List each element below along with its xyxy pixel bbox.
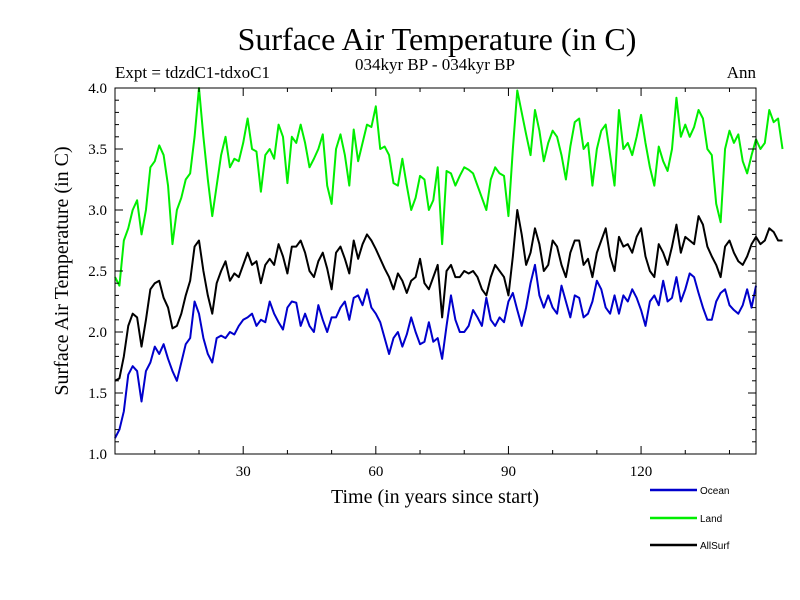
legend: Ocean Land AllSurf [650, 486, 730, 552]
x-tick-label: 120 [630, 464, 653, 480]
x-tick-label: 30 [236, 464, 251, 480]
x-axis-label: Time (in years since start) [331, 486, 539, 508]
series-line-ocean [114, 263, 757, 439]
plot-lines [114, 87, 784, 439]
y-tick-label: 2.5 [88, 264, 107, 280]
legend-label-land: Land [700, 514, 722, 525]
y-tick-label: 3.5 [88, 142, 107, 158]
y-tick-label: 1.0 [88, 447, 107, 463]
legend-label-ocean: Ocean [700, 486, 729, 497]
y-tick-label: 1.5 [88, 386, 107, 402]
y-axis-label: Surface Air Temperature (in C) [51, 146, 73, 395]
y-tick-label: 2.0 [88, 325, 107, 341]
x-tick-label: 60 [368, 464, 383, 480]
y-tick-label: 4.0 [88, 81, 107, 97]
legend-label-allsurf: AllSurf [700, 541, 730, 552]
experiment-label: Expt = tdzdC1-tdxoC1 [115, 63, 270, 82]
x-axis-ticks: 30 60 90 120 [154, 88, 730, 480]
series-line-allsurf [114, 209, 783, 382]
x-tick-label: 90 [501, 464, 516, 480]
chart-subtitle: 034kyr BP - 034kyr BP [355, 55, 515, 74]
chart-title: Surface Air Temperature (in C) [238, 21, 637, 57]
series-line-land [114, 87, 784, 287]
y-tick-label: 3.0 [88, 203, 107, 219]
season-label: Ann [727, 63, 757, 82]
y-axis-ticks: 1.0 1.5 2.0 2.5 3.0 3.5 4.0 [88, 81, 756, 463]
